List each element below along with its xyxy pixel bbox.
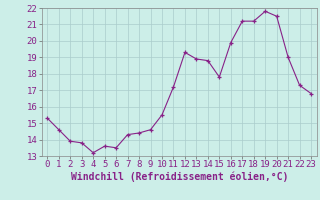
X-axis label: Windchill (Refroidissement éolien,°C): Windchill (Refroidissement éolien,°C) [70, 172, 288, 182]
